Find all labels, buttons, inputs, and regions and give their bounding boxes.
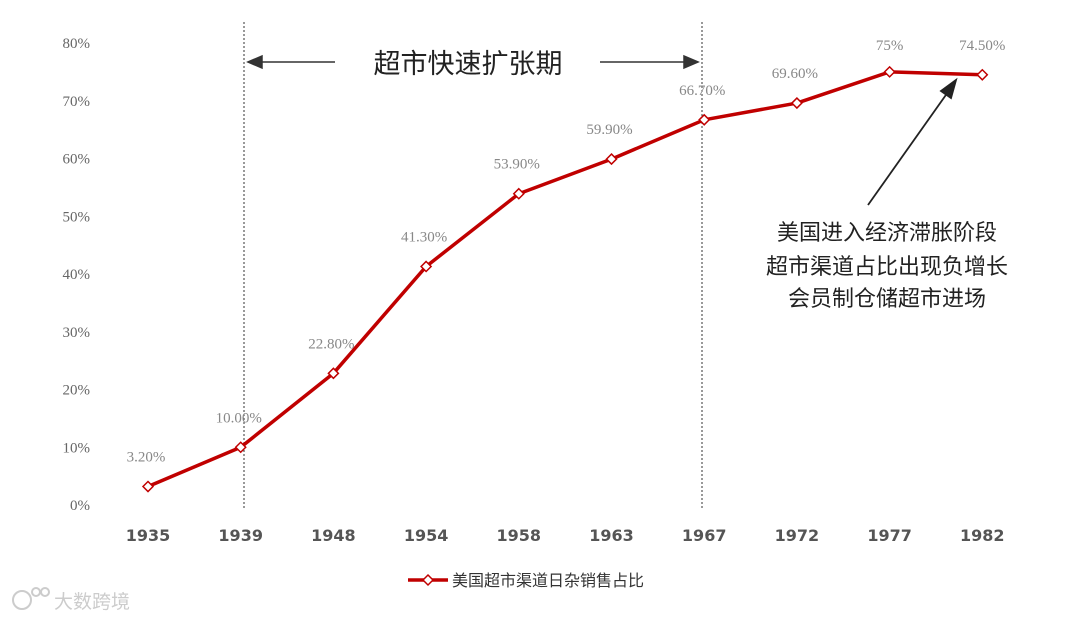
watermark-text: 大数跨境 [54, 591, 130, 613]
x-tick-label: 1972 [775, 526, 820, 545]
note-arrow [867, 77, 958, 206]
data-label: 74.50% [959, 38, 1005, 54]
x-tick-label: 1958 [497, 526, 542, 545]
x-tick-label: 1967 [682, 526, 727, 545]
y-tick-label: 70% [63, 94, 91, 110]
x-tick-label: 1954 [404, 526, 449, 545]
x-tick-label: 1939 [218, 526, 263, 545]
data-point [698, 113, 711, 126]
note-line: 美国进入经济滞胀阶段 [777, 221, 997, 246]
y-tick-label: 20% [63, 383, 91, 399]
y-tick-label: 50% [63, 209, 91, 225]
legend-label: 美国超市渠道日杂销售占比 [452, 571, 644, 590]
x-tick-label: 1948 [311, 526, 356, 545]
data-label: 10.00% [216, 410, 262, 426]
x-tick-label: 1963 [589, 526, 634, 545]
legend-marker [421, 573, 435, 587]
y-tick-label: 30% [63, 325, 91, 341]
data-point [234, 441, 247, 454]
data-label: 41.30% [401, 229, 447, 245]
period-arrow [246, 54, 700, 70]
period-label: 超市快速扩张期 [374, 49, 563, 80]
data-label: 69.60% [772, 66, 818, 82]
data-point [327, 367, 340, 380]
legend: 美国超市渠道日杂销售占比 [408, 571, 644, 590]
x-tick-label: 1935 [126, 526, 171, 545]
x-tick-label: 1977 [867, 526, 912, 545]
data-point [420, 260, 433, 273]
series-line [147, 70, 983, 489]
data-label: 22.80% [308, 336, 354, 352]
data-point [605, 153, 618, 166]
data-point [883, 65, 896, 78]
y-tick-label: 40% [63, 267, 91, 283]
data-label: 66.70% [679, 83, 725, 99]
data-point [790, 96, 803, 110]
data-label: 53.90% [494, 157, 540, 173]
watermark-logo-icon [12, 590, 32, 610]
note-line: 超市渠道占比出现负增长 [766, 255, 1008, 280]
y-tick-label: 80% [63, 36, 91, 52]
y-tick-label: 0% [70, 498, 90, 514]
x-tick-label: 1982 [960, 526, 1005, 545]
data-label: 59.90% [586, 122, 632, 138]
y-tick-label: 60% [63, 152, 91, 168]
data-point [512, 187, 525, 200]
note-line: 会员制仓储超市进场 [788, 287, 986, 312]
data-label: 3.20% [127, 450, 166, 466]
watermark: 大数跨境 [12, 587, 130, 613]
y-tick-label: 10% [63, 440, 91, 456]
data-label: 75% [876, 38, 904, 54]
data-point [141, 480, 155, 493]
data-point [976, 68, 989, 81]
